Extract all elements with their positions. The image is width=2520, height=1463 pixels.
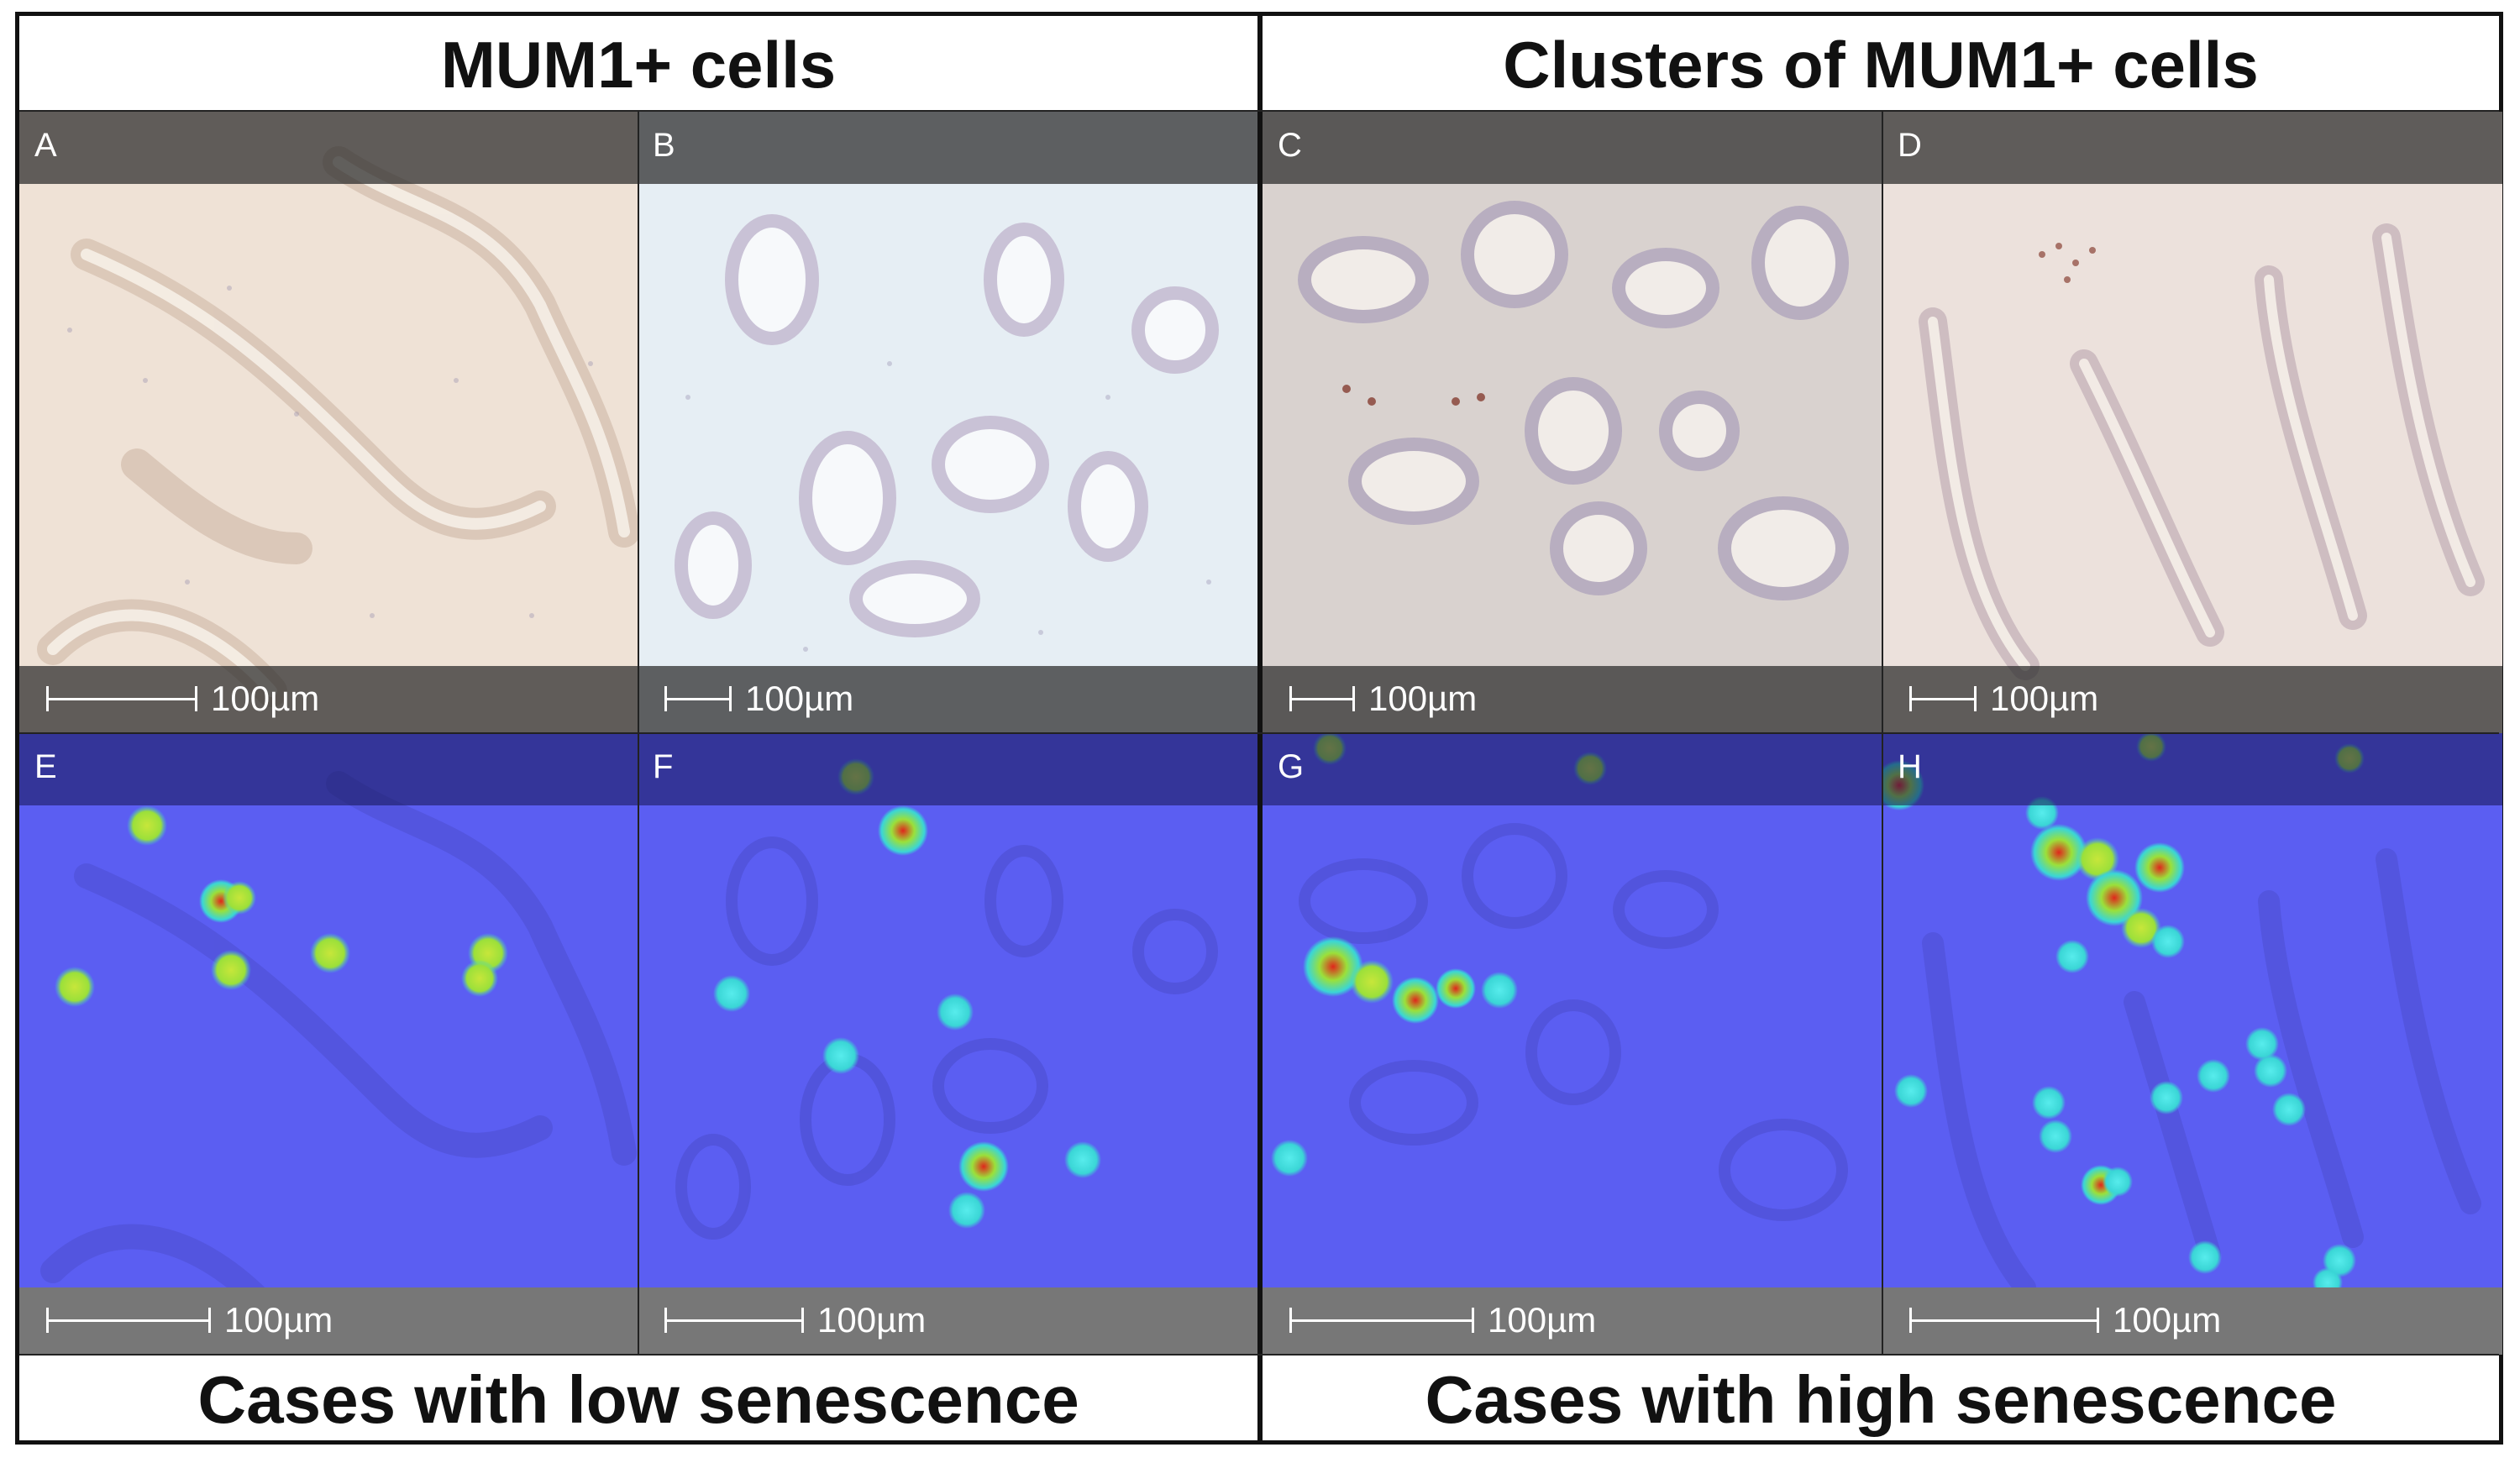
panel-c: C 100µm — [1263, 112, 1882, 733]
tissue-image-a — [19, 112, 639, 733]
panel-g-scale-line — [1289, 1307, 1474, 1333]
panel-h: H 100µm — [1882, 733, 2502, 1355]
panel-h-scalebar: 100µm — [1909, 1300, 2221, 1340]
heatmap-image-g — [1263, 733, 1882, 1355]
panel-c-scale-line — [1289, 685, 1355, 711]
panel-b-letter: B — [653, 127, 675, 164]
panel-f-scale-line — [664, 1307, 804, 1333]
heatmap-image-h — [1882, 733, 2502, 1355]
panel-a-top-overlay — [19, 112, 639, 184]
panel-d-scale-line — [1909, 685, 1977, 711]
panel-b-scale-label: 100µm — [745, 679, 854, 718]
heatmap-image-e — [19, 733, 639, 1355]
footer-separator — [19, 1354, 2499, 1356]
left-column-separator — [638, 112, 639, 1355]
panel-e-letter: E — [34, 748, 57, 785]
panel-a-letter: A — [34, 127, 57, 164]
panel-f-top-overlay — [638, 733, 1257, 805]
header-separator — [19, 110, 2499, 112]
panel-c-top-overlay — [1263, 112, 1882, 184]
panel-a-scale-label: 100µm — [211, 679, 320, 718]
panel-h-letter: H — [1898, 748, 1922, 785]
panel-c-scalebar: 100µm — [1289, 679, 1477, 718]
panel-d-scale-label: 100µm — [1990, 679, 2099, 718]
panel-d-scalebar: 100µm — [1909, 679, 2098, 718]
panel-d: D 100µm — [1882, 112, 2502, 733]
panel-f-letter: F — [653, 748, 674, 785]
panel-e: E 100µm — [19, 733, 639, 1355]
panel-d-letter: D — [1898, 127, 1922, 164]
panel-a: A 100µm — [19, 112, 639, 733]
panel-h-scale-label: 100µm — [2113, 1300, 2222, 1340]
tissue-image-b — [638, 112, 1257, 733]
tissue-image-d — [1882, 112, 2502, 733]
panel-h-top-overlay — [1882, 733, 2502, 805]
panel-f-scalebar: 100µm — [664, 1300, 926, 1340]
panel-b-top-overlay — [638, 112, 1257, 184]
panel-e-scale-label: 100µm — [224, 1300, 333, 1340]
panel-c-bottom-overlay — [1263, 666, 1882, 733]
header-left-title: MUM1+ cells — [440, 27, 837, 102]
panel-f-scale-label: 100µm — [817, 1300, 927, 1340]
panel-g-top-overlay — [1263, 733, 1882, 805]
panel-e-top-overlay — [19, 733, 639, 805]
panel-c-letter: C — [1278, 127, 1302, 164]
header-right-title: Clusters of MUM1+ cells — [1503, 27, 2259, 102]
heatmap-image-f — [638, 733, 1257, 1355]
right-column-separator — [1882, 112, 1883, 1355]
panel-g-scalebar: 100µm — [1289, 1300, 1596, 1340]
panel-e-scalebar: 100µm — [46, 1300, 333, 1340]
panel-b-bottom-overlay — [638, 666, 1257, 733]
panel-d-top-overlay — [1882, 112, 2502, 184]
panel-a-scale-line — [46, 685, 197, 711]
panel-b: B 100µm — [638, 112, 1257, 733]
panel-b-scalebar: 100µm — [664, 679, 853, 718]
row-separator — [19, 732, 2499, 734]
panel-g: G 100µm — [1263, 733, 1882, 1355]
footer-left-caption: Cases with low senescence — [197, 1362, 1079, 1437]
panel-f: F 100µm — [638, 733, 1257, 1355]
panel-d-bottom-overlay — [1882, 666, 2502, 733]
panel-g-letter: G — [1278, 748, 1305, 785]
panel-a-scalebar: 100µm — [46, 679, 319, 718]
panel-b-scale-line — [664, 685, 732, 711]
panel-e-scale-line — [46, 1307, 211, 1333]
panel-c-scale-label: 100µm — [1368, 679, 1478, 718]
panel-g-scale-label: 100µm — [1488, 1300, 1597, 1340]
panel-h-scale-line — [1909, 1307, 2099, 1333]
tissue-image-c — [1263, 112, 1882, 733]
center-divider — [1257, 12, 1263, 1445]
footer-right-caption: Cases with high senescence — [1425, 1362, 2337, 1437]
